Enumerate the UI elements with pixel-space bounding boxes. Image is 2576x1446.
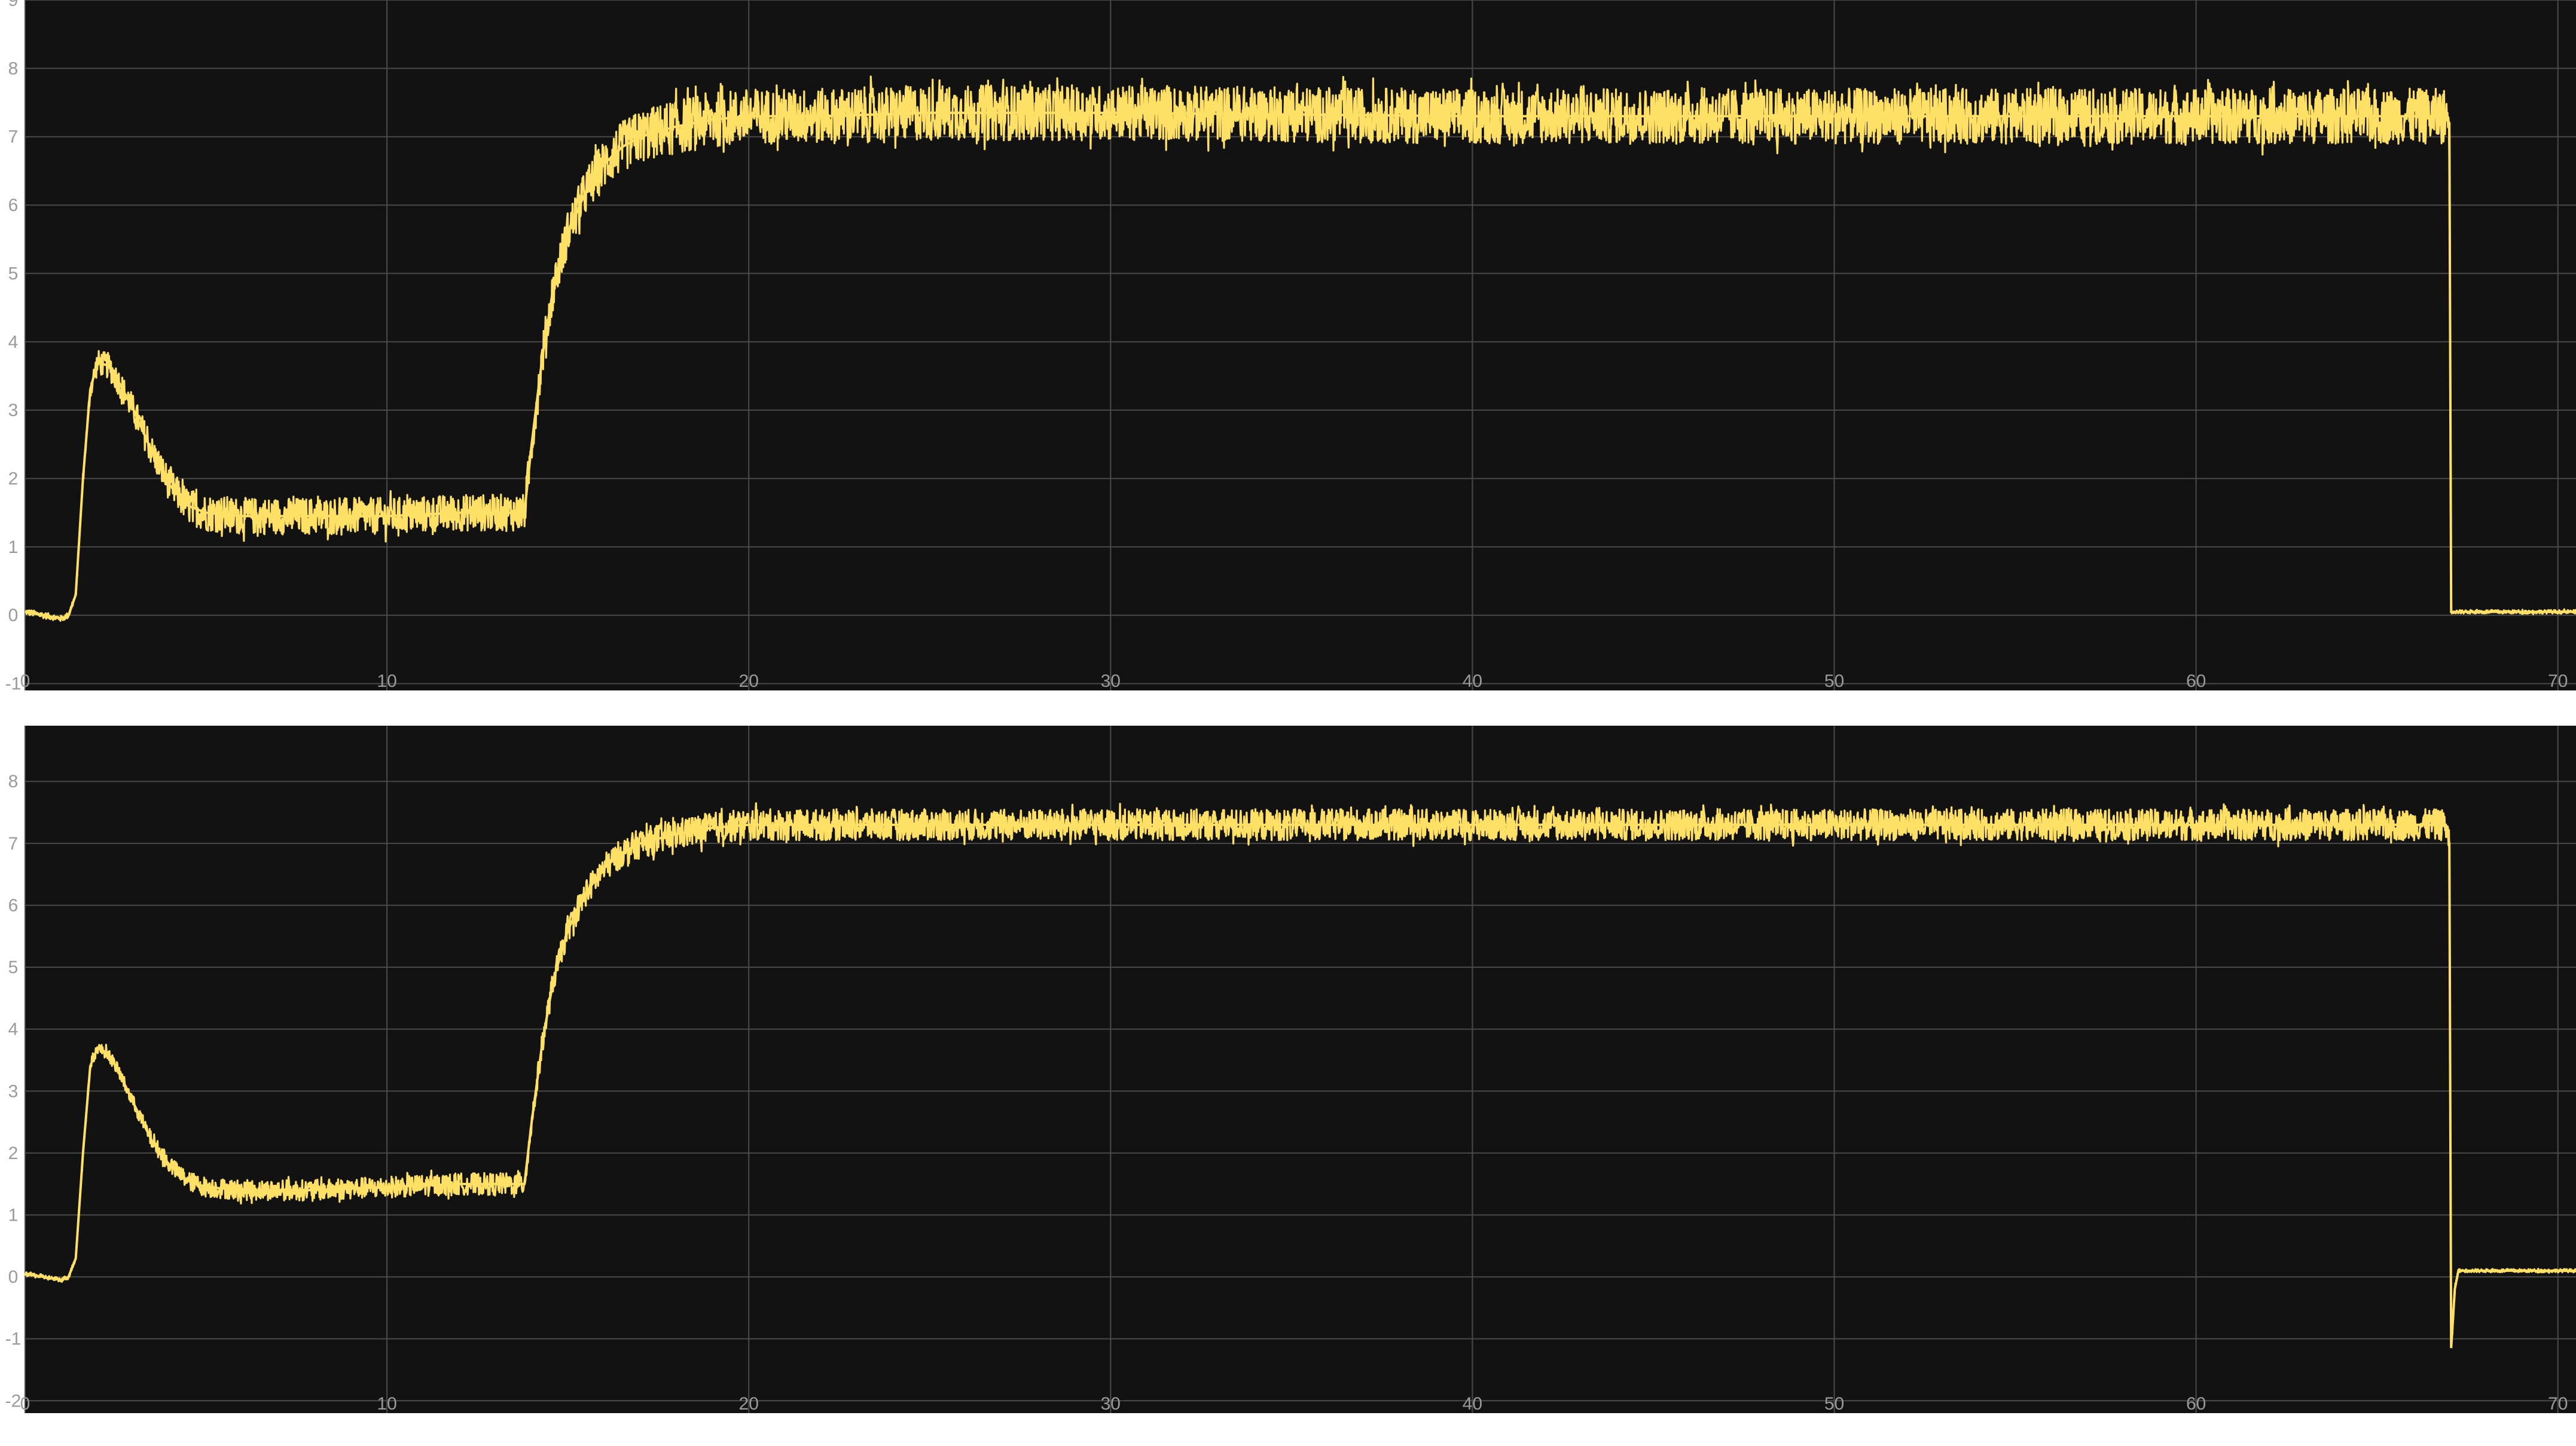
x-tick-label: 0 xyxy=(20,1394,30,1414)
y-tick-label: 9 xyxy=(8,0,19,10)
y-tick-label: 7 xyxy=(8,127,19,147)
x-tick-label: 10 xyxy=(377,1394,396,1414)
x-tick-label: 60 xyxy=(2186,1394,2206,1414)
y-tick-label: 1 xyxy=(8,1205,19,1225)
x-tick-label: 30 xyxy=(1101,1394,1121,1414)
y-tick-label: 0 xyxy=(8,606,19,625)
x-tick-label: 70 xyxy=(2548,1394,2568,1414)
y-tick-label: 5 xyxy=(8,958,19,977)
y-tick-label: -1 xyxy=(5,674,22,694)
x-tick-label: 60 xyxy=(2186,671,2206,691)
x-tick-label: 0 xyxy=(20,671,30,691)
y-tick-label: 1 xyxy=(8,537,19,557)
y-tick-label: 7 xyxy=(8,834,19,854)
y-tick-label: 5 xyxy=(8,264,19,283)
x-tick-label: 20 xyxy=(739,1394,759,1414)
y-tick-label: -1 xyxy=(5,1329,22,1349)
y-tick-label: 4 xyxy=(8,1020,19,1040)
y-tick-label: 6 xyxy=(8,195,19,215)
y-tick-label: 2 xyxy=(8,1144,19,1163)
y-tick-label: 2 xyxy=(8,469,19,488)
y-tick-label: 3 xyxy=(8,1081,19,1101)
x-tick-label: 40 xyxy=(1463,671,1482,691)
axes-panel-2: 0 10 20 30 40 50 60 70 -2 -1 0 1 2 3 4 5 6 7 8 xyxy=(5,726,2576,1414)
y-tick-label: 4 xyxy=(8,332,19,352)
x-tick-label: 40 xyxy=(1463,1394,1482,1414)
x-tick-label: 50 xyxy=(1824,671,1844,691)
x-tick-label: 20 xyxy=(739,671,759,691)
x-tick-label: 10 xyxy=(377,671,396,691)
x-tick-label: 50 xyxy=(1824,1394,1844,1414)
y-tick-label: -2 xyxy=(5,1391,22,1411)
y-tick-label: 8 xyxy=(8,772,19,791)
x-tick-label: 70 xyxy=(2548,671,2568,691)
y-tick-label: 3 xyxy=(8,401,19,420)
x-tick-label: 30 xyxy=(1101,671,1121,691)
y-tick-label: 6 xyxy=(8,895,19,915)
y-tick-label: 8 xyxy=(8,59,19,78)
y-tick-label: 0 xyxy=(8,1267,19,1287)
